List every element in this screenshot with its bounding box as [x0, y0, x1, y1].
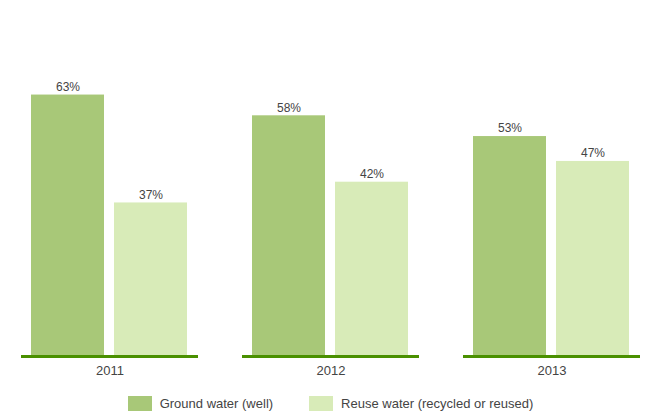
- svg-text:47%: 47%: [581, 146, 605, 160]
- svg-text:53%: 53%: [498, 121, 522, 135]
- svg-text:63%: 63%: [56, 80, 80, 94]
- svg-text:42%: 42%: [360, 167, 384, 181]
- svg-text:58%: 58%: [277, 101, 301, 115]
- html-text:Ground water (well): Ground water (well): [159, 395, 274, 411]
- html-text:Reuse water (recycled or reuse: Reuse water (recycled or reused): [341, 395, 534, 411]
- svg-text:2013: 2013: [538, 363, 567, 378]
- svg-text:37%: 37%: [139, 188, 163, 202]
- svg-text:2012: 2012: [317, 363, 346, 378]
- svg-text:2011: 2011: [96, 363, 124, 378]
